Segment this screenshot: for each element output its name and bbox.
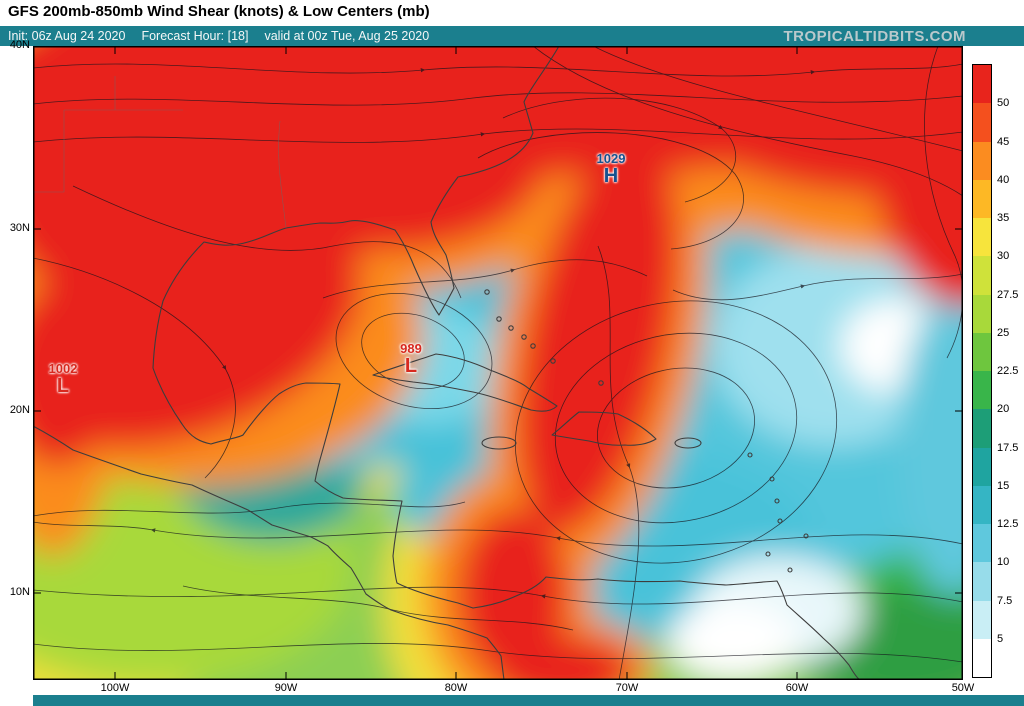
- colorbar-tick-label: 40: [997, 173, 1010, 186]
- colorbar-tick-label: 50: [997, 97, 1010, 110]
- lon-label-70w: 70W: [615, 682, 639, 694]
- colorbar-tick-label: 17.5: [997, 441, 1019, 454]
- high-center-symbol: H: [603, 164, 619, 187]
- lon-label-80w: 80W: [444, 682, 468, 694]
- state-borders: [33, 76, 287, 229]
- map-border: [33, 46, 963, 680]
- init-time: Init: 06z Aug 24 2020: [8, 29, 126, 43]
- colorbar-tick-label: 10: [997, 556, 1010, 569]
- shear-field: [33, 46, 963, 680]
- forecast-hour: Forecast Hour: [18]: [141, 29, 249, 43]
- coastlines: [33, 46, 861, 680]
- colorbar-segment: [973, 179, 991, 218]
- colorbar-tick-label: 35: [997, 212, 1010, 224]
- colorbar-tick-label: 5: [997, 632, 1004, 645]
- colorbar-segment: [973, 409, 991, 448]
- colorbar-segments: [973, 65, 991, 677]
- header-banner: Init: 06z Aug 24 2020 Forecast Hour: [18…: [0, 26, 1024, 46]
- colorbar-segment: [973, 332, 991, 371]
- colorbar-tick-label: 22.5: [997, 365, 1019, 377]
- colorbar-segment: [973, 485, 991, 524]
- streamlines: [33, 46, 963, 680]
- colorbar-tick-label: 25: [997, 326, 1010, 339]
- shear-colorbar: 50 45 40 35 30 27.5 25 22.5 20 17.5 15 12.5 10 7.5 5: [972, 64, 1018, 678]
- colorbar-segment: [973, 524, 991, 563]
- colorbar-tick-label: 45: [997, 135, 1010, 148]
- colorbar-tick-label: 27.5: [997, 288, 1019, 301]
- colorbar-tick-label: 15: [997, 479, 1010, 492]
- lon-label-50w: 50W: [951, 682, 975, 694]
- colorbar-segment: [973, 447, 991, 486]
- colorbar-segment: [973, 65, 991, 104]
- low-center-value: 989: [400, 341, 422, 356]
- lat-label-40n: 40N: [9, 39, 30, 51]
- high-center-1029: 1029 H: [597, 152, 626, 187]
- lon-label-90w: 90W: [274, 682, 298, 694]
- colorbar-tick-labels: 50 45 40 35 30 27.5 25 22.5 20 17.5 15 12.5 10 7.5 5: [997, 65, 1024, 677]
- lon-label-100w: 100W: [100, 682, 130, 694]
- colorbar-segment: [973, 103, 991, 142]
- lat-label-20n: 20N: [9, 404, 30, 416]
- colorbar-segment: [973, 218, 991, 257]
- model-run-info: Init: 06z Aug 24 2020 Forecast Hour: [18…: [8, 26, 429, 46]
- shear-map: [33, 46, 963, 680]
- high-center-value: 1029: [596, 151, 626, 166]
- colorbar-segment: [973, 562, 991, 601]
- valid-time: valid at 00z Tue, Aug 25 2020: [264, 29, 430, 43]
- page-title: GFS 200mb-850mb Wind Shear (knots) & Low…: [8, 3, 430, 20]
- colorbar-segment: [973, 256, 991, 295]
- low-center-symbol: L: [404, 354, 418, 377]
- low-center-symbol: L: [56, 374, 70, 397]
- site-watermark: TROPICALTIDBITS.COM: [783, 27, 966, 45]
- low-center-value: 1002: [48, 361, 78, 376]
- lat-label-10n: 10N: [9, 586, 30, 598]
- colorbar-tick-label: 12.5: [997, 518, 1019, 530]
- lat-label-30n: 30N: [9, 222, 30, 234]
- low-center-989: 989 L: [400, 342, 422, 377]
- colorbar-segment: [973, 638, 991, 677]
- shear-map-svg: [33, 46, 963, 680]
- colorbar-tick-label: 20: [997, 403, 1010, 416]
- lon-label-60w: 60W: [785, 682, 809, 694]
- colorbar-segment: [973, 141, 991, 180]
- colorbar-tick-label: 7.5: [997, 594, 1013, 607]
- colorbar-segment: [973, 600, 991, 639]
- colorbar-segment: [973, 294, 991, 333]
- colorbar-tick-label: 30: [997, 250, 1010, 263]
- footer-bar: [33, 695, 1024, 706]
- colorbar-segment: [973, 371, 991, 410]
- low-center-1002: 1002 L: [49, 362, 78, 397]
